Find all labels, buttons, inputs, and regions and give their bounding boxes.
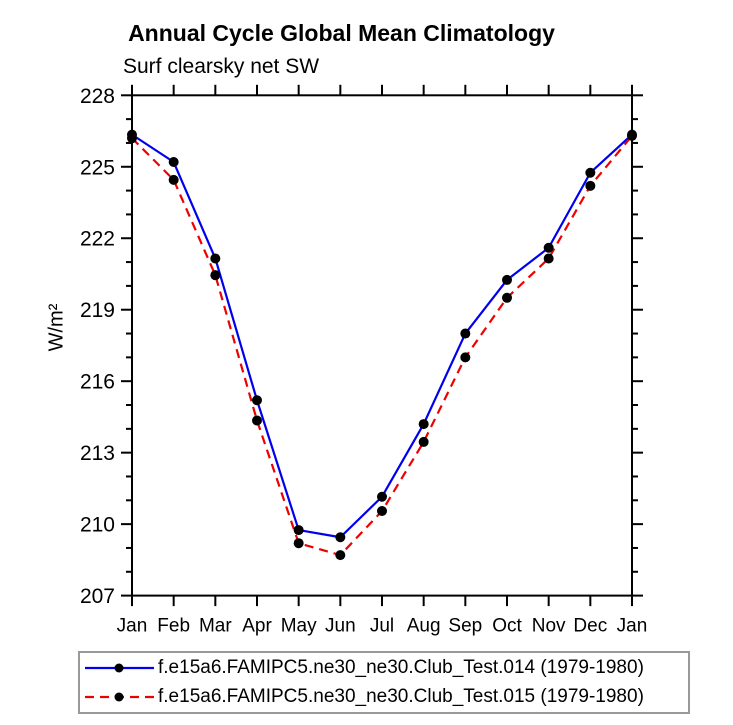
x-tick-label: Jul	[370, 616, 394, 637]
legend-label: f.e15a6.FAMIPC5.ne30_ne30.Club_Test.014 …	[158, 657, 644, 679]
chart-subtitle: Surf clearsky net SW	[123, 55, 320, 78]
data-point-series-0	[210, 253, 221, 264]
chart-title: Annual Cycle Global Mean Climatology	[128, 20, 555, 46]
data-point-series-1	[210, 270, 221, 281]
y-tick-label: 228	[80, 85, 115, 108]
data-point-series-1	[543, 253, 554, 264]
plot-frame	[131, 94, 633, 597]
data-point-series-1	[293, 538, 304, 549]
data-point-series-0	[252, 395, 262, 406]
legend-line-sample-solid	[85, 663, 154, 673]
data-point-series-0	[418, 419, 429, 430]
data-point-series-1	[127, 133, 137, 144]
y-tick-label: 213	[80, 442, 115, 465]
x-tick-label: Nov	[532, 616, 566, 637]
data-point-series-1	[335, 550, 346, 561]
y-tick-label: 210	[80, 514, 115, 537]
data-point-series-0	[585, 167, 596, 178]
x-tick-label: May	[281, 616, 317, 637]
x-tick-label: Mar	[199, 616, 232, 637]
legend-item-series-014: f.e15a6.FAMIPC5.ne30_ne30.Club_Test.014 …	[84, 655, 688, 681]
x-tick-label: Aug	[407, 616, 441, 637]
x-tick-label: Apr	[242, 616, 272, 637]
data-point-series-1	[502, 292, 512, 303]
x-tick-label: Feb	[157, 616, 190, 637]
legend: f.e15a6.FAMIPC5.ne30_ne30.Club_Test.014 …	[78, 651, 690, 714]
x-tick-label: Jan	[617, 616, 648, 637]
data-point-series-0	[293, 525, 304, 536]
data-point-series-1	[252, 415, 262, 426]
y-tick-label: 216	[80, 371, 115, 394]
y-tick-label: 225	[80, 156, 115, 179]
data-point-series-1	[418, 436, 429, 447]
x-tick-label: Oct	[492, 616, 522, 637]
x-tick-label: Jun	[325, 616, 356, 637]
data-point-series-0	[335, 532, 346, 543]
x-tick-label: Sep	[448, 616, 482, 637]
data-point-series-0	[377, 491, 387, 502]
legend-item-series-015: f.e15a6.FAMIPC5.ne30_ne30.Club_Test.015 …	[84, 684, 688, 710]
data-point-series-1	[377, 506, 387, 517]
y-tick-label: 207	[80, 585, 115, 608]
data-point-series-0	[168, 157, 179, 168]
x-tick-label: Jan	[117, 616, 148, 637]
y-tick-label: 219	[80, 299, 115, 322]
x-tick-label: Dec	[573, 616, 607, 637]
data-point-series-0	[543, 242, 554, 253]
data-point-series-1	[460, 352, 471, 363]
legend-label: f.e15a6.FAMIPC5.ne30_ne30.Club_Test.015 …	[158, 685, 644, 707]
data-point-series-1	[585, 180, 596, 191]
data-point-series-0	[502, 274, 512, 285]
data-point-series-0	[460, 328, 471, 339]
y-tick-label: 222	[80, 228, 115, 251]
legend-line-sample-dashed	[85, 692, 154, 702]
data-point-series-1	[627, 130, 637, 141]
series-line-0	[131, 133, 633, 539]
data-point-series-1	[168, 174, 179, 185]
